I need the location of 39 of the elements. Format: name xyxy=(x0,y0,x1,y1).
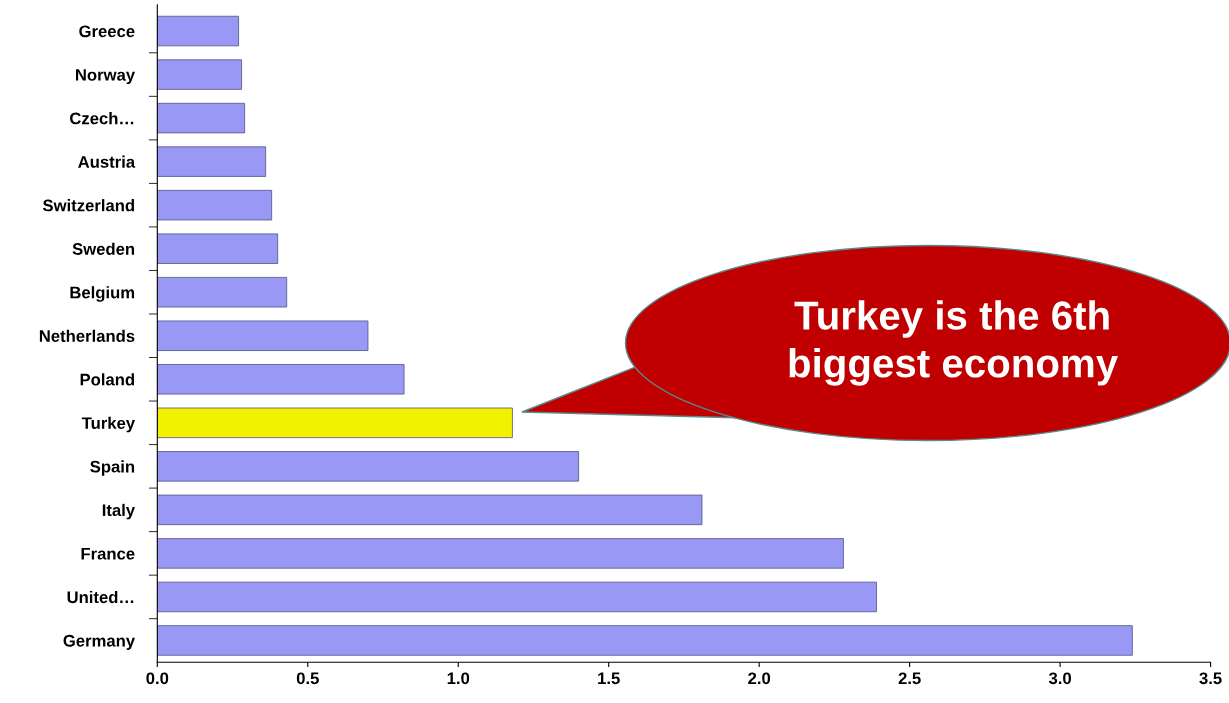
bar xyxy=(157,581,877,613)
x-tick-label: 1.5 xyxy=(598,672,620,685)
bar xyxy=(157,102,245,134)
x-tick-label: 2.0 xyxy=(748,672,771,685)
y-tick-label: Greece xyxy=(79,25,135,38)
y-tick-label: United… xyxy=(67,590,134,604)
y-tick-label: Norway xyxy=(76,69,135,85)
bar xyxy=(157,364,405,395)
annotation: Turkey is the 6th biggest economy xyxy=(789,300,1118,386)
y-tick-label: Switzerland xyxy=(42,199,134,212)
y-tick-label: Austria xyxy=(78,155,136,168)
y-tick-label: Spain xyxy=(90,460,135,476)
x-tick-label: 3.0 xyxy=(1048,672,1071,685)
x-tick-label: 2.5 xyxy=(898,672,921,685)
bar xyxy=(157,277,288,308)
bar xyxy=(157,15,239,47)
bar xyxy=(157,625,1133,656)
y-tick-label: France xyxy=(81,547,135,560)
y-tick-label: Germany xyxy=(63,634,135,650)
bar xyxy=(157,59,242,90)
bar xyxy=(157,407,513,439)
y-tick-label: Italy xyxy=(102,503,135,520)
y-tick-label: Poland xyxy=(80,373,134,386)
bar xyxy=(157,320,369,351)
y-tick-label: Belgium xyxy=(70,286,135,302)
bar xyxy=(157,146,267,177)
bar xyxy=(157,233,279,264)
bar xyxy=(157,494,703,526)
y-tick-label: Czech… xyxy=(70,112,134,125)
x-tick-label: 3.5 xyxy=(1199,672,1222,685)
y-tick-label: Sweden xyxy=(72,242,135,255)
bar xyxy=(157,451,580,482)
x-tick-label: 0.0 xyxy=(146,672,169,685)
x-tick-label: 0.5 xyxy=(296,672,319,685)
y-tick-label: Turkey xyxy=(81,416,135,433)
x-tick-label: 1.0 xyxy=(447,672,470,685)
bar xyxy=(157,189,273,221)
bar xyxy=(157,538,844,569)
y-tick-label: Netherlands xyxy=(39,329,135,342)
